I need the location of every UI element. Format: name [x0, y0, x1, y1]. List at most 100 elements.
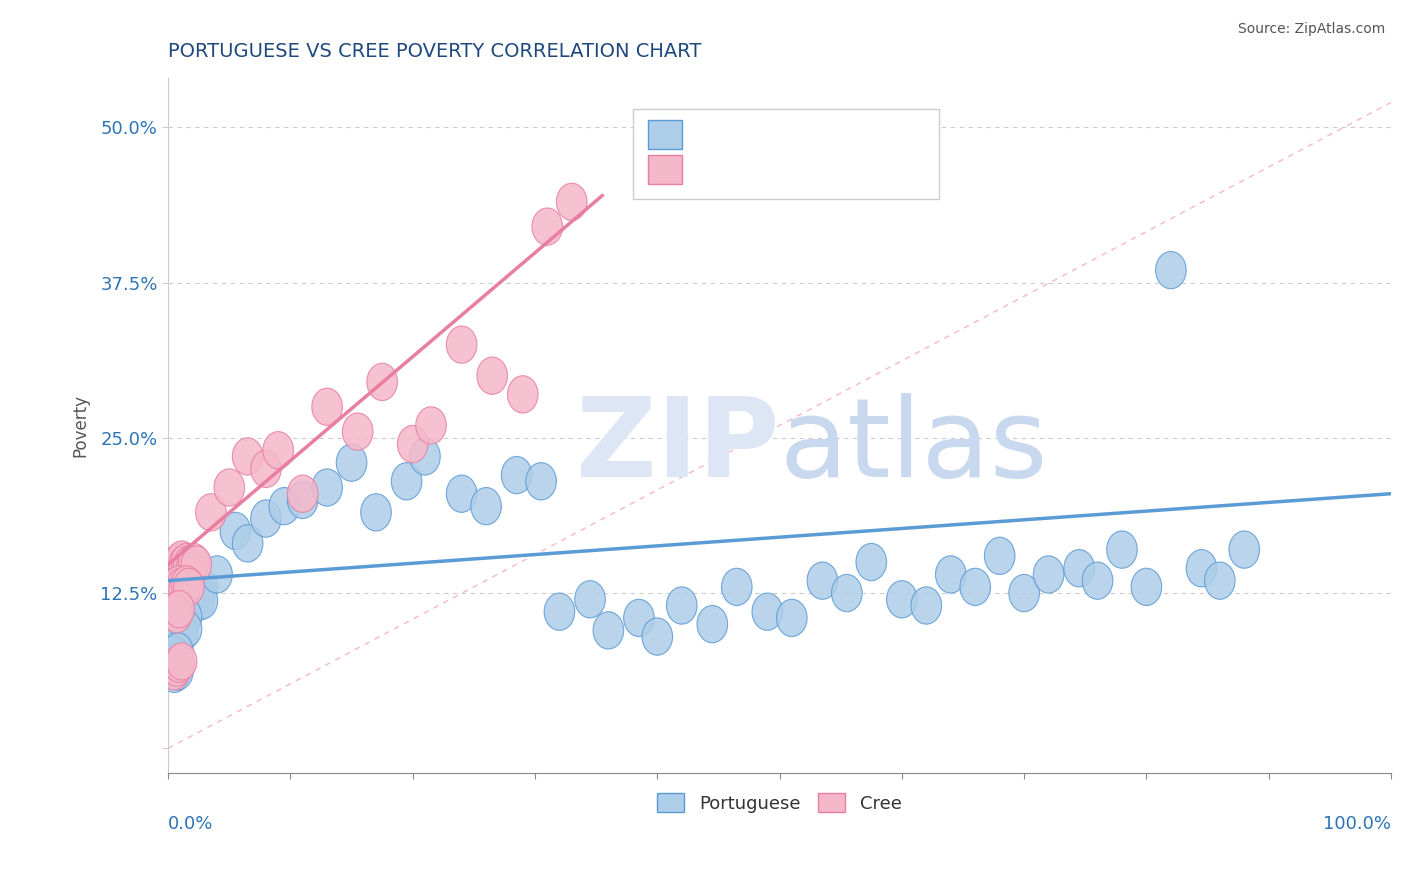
Ellipse shape [232, 438, 263, 475]
Ellipse shape [162, 571, 193, 608]
Ellipse shape [165, 591, 194, 628]
Y-axis label: Poverty: Poverty [72, 394, 89, 457]
Ellipse shape [187, 568, 218, 606]
Ellipse shape [174, 588, 204, 625]
Text: PORTUGUESE VS CREE POVERTY CORRELATION CHART: PORTUGUESE VS CREE POVERTY CORRELATION C… [169, 42, 702, 61]
Ellipse shape [312, 469, 343, 506]
Ellipse shape [179, 543, 209, 581]
Ellipse shape [575, 581, 606, 618]
Ellipse shape [557, 183, 586, 220]
Ellipse shape [1205, 562, 1234, 599]
FancyBboxPatch shape [648, 155, 682, 184]
Ellipse shape [911, 587, 942, 624]
FancyBboxPatch shape [648, 120, 682, 149]
Ellipse shape [176, 567, 207, 604]
Ellipse shape [163, 583, 193, 621]
Ellipse shape [752, 593, 783, 631]
Text: 0.0%: 0.0% [169, 815, 214, 833]
Ellipse shape [312, 388, 343, 425]
Ellipse shape [169, 546, 200, 583]
Ellipse shape [263, 432, 294, 469]
Ellipse shape [1187, 549, 1216, 587]
Ellipse shape [446, 326, 477, 363]
Text: N =: N = [814, 161, 853, 178]
Ellipse shape [477, 357, 508, 394]
Ellipse shape [159, 568, 190, 606]
Ellipse shape [593, 612, 624, 649]
Ellipse shape [624, 599, 654, 637]
Text: Source: ZipAtlas.com: Source: ZipAtlas.com [1237, 22, 1385, 37]
Ellipse shape [176, 549, 207, 587]
Ellipse shape [172, 566, 202, 603]
Ellipse shape [165, 603, 195, 640]
Ellipse shape [162, 649, 193, 686]
Ellipse shape [1156, 252, 1187, 289]
Ellipse shape [174, 574, 204, 610]
Ellipse shape [202, 556, 232, 593]
Ellipse shape [183, 572, 214, 609]
Ellipse shape [250, 500, 281, 537]
Ellipse shape [159, 653, 190, 690]
Ellipse shape [1083, 562, 1112, 599]
Ellipse shape [887, 581, 917, 618]
Ellipse shape [172, 598, 202, 635]
Ellipse shape [163, 596, 193, 632]
Ellipse shape [935, 556, 966, 593]
Text: 100.0%: 100.0% [1323, 815, 1391, 833]
Ellipse shape [1229, 531, 1260, 568]
Ellipse shape [159, 612, 190, 649]
Ellipse shape [831, 574, 862, 612]
Ellipse shape [165, 566, 194, 603]
Ellipse shape [163, 653, 193, 690]
Legend: Portuguese, Cree: Portuguese, Cree [650, 786, 910, 820]
Ellipse shape [166, 568, 197, 606]
Ellipse shape [159, 587, 190, 624]
Ellipse shape [807, 562, 838, 599]
Ellipse shape [367, 363, 398, 401]
Ellipse shape [1107, 531, 1137, 568]
Ellipse shape [269, 488, 299, 524]
Ellipse shape [172, 610, 202, 648]
Ellipse shape [159, 549, 190, 587]
Ellipse shape [172, 569, 202, 607]
Ellipse shape [162, 596, 193, 632]
Ellipse shape [416, 407, 446, 444]
Text: 0.301: 0.301 [742, 161, 800, 178]
Ellipse shape [221, 512, 250, 549]
Ellipse shape [250, 450, 281, 488]
Ellipse shape [163, 632, 193, 670]
Ellipse shape [172, 586, 202, 623]
Ellipse shape [166, 643, 197, 680]
Ellipse shape [1132, 568, 1161, 606]
Ellipse shape [856, 543, 887, 581]
Ellipse shape [165, 572, 195, 609]
Ellipse shape [159, 637, 190, 673]
Ellipse shape [159, 593, 190, 631]
Ellipse shape [526, 463, 557, 500]
Ellipse shape [508, 376, 538, 413]
Ellipse shape [174, 546, 204, 583]
Ellipse shape [343, 413, 373, 450]
Ellipse shape [446, 475, 477, 512]
Ellipse shape [167, 615, 198, 651]
Text: 0.201: 0.201 [742, 126, 800, 144]
Ellipse shape [1033, 556, 1064, 593]
Text: 41: 41 [859, 161, 884, 178]
Ellipse shape [502, 457, 531, 493]
Ellipse shape [214, 469, 245, 506]
Ellipse shape [666, 587, 697, 624]
Text: atlas: atlas [779, 392, 1047, 500]
Ellipse shape [167, 590, 198, 626]
Ellipse shape [169, 571, 200, 608]
Ellipse shape [361, 493, 391, 531]
Text: R =: R = [696, 161, 735, 178]
FancyBboxPatch shape [633, 109, 939, 199]
Ellipse shape [643, 618, 672, 656]
Ellipse shape [159, 568, 190, 606]
Ellipse shape [984, 537, 1015, 574]
Ellipse shape [471, 488, 502, 524]
Ellipse shape [159, 599, 190, 637]
Text: N =: N = [814, 126, 853, 144]
Ellipse shape [960, 568, 990, 606]
Ellipse shape [531, 208, 562, 245]
